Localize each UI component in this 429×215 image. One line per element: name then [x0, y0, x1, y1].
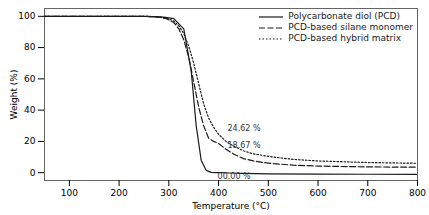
svg-text:40: 40 [24, 105, 36, 115]
svg-text:18.67 %: 18.67 % [228, 141, 261, 150]
svg-text:800: 800 [409, 188, 426, 198]
svg-text:600: 600 [309, 188, 326, 198]
svg-text:500: 500 [260, 188, 277, 198]
svg-text:00.00 %: 00.00 % [218, 172, 251, 181]
svg-text:Temperature (°C): Temperature (°C) [191, 201, 270, 211]
html-text:Polycarbonate diol (PCD): Polycarbonate diol (PCD) [288, 11, 400, 21]
svg-text:200: 200 [111, 188, 128, 198]
svg-text:100: 100 [18, 11, 35, 21]
svg-text:Weight (%): Weight (%) [9, 70, 19, 120]
svg-text:80: 80 [24, 42, 36, 52]
html-text:PCD-based hybrid matrix: PCD-based hybrid matrix [288, 33, 402, 43]
svg-text:700: 700 [359, 188, 376, 198]
svg-text:24.62 %: 24.62 % [228, 124, 261, 133]
svg-text:100: 100 [61, 188, 78, 198]
svg-text:300: 300 [160, 188, 177, 198]
svg-text:60: 60 [24, 74, 36, 84]
html-text:PCD-based silane monomer: PCD-based silane monomer [288, 22, 413, 32]
svg-text:0: 0 [30, 168, 36, 178]
svg-text:400: 400 [210, 188, 227, 198]
svg-text:20: 20 [24, 136, 36, 146]
